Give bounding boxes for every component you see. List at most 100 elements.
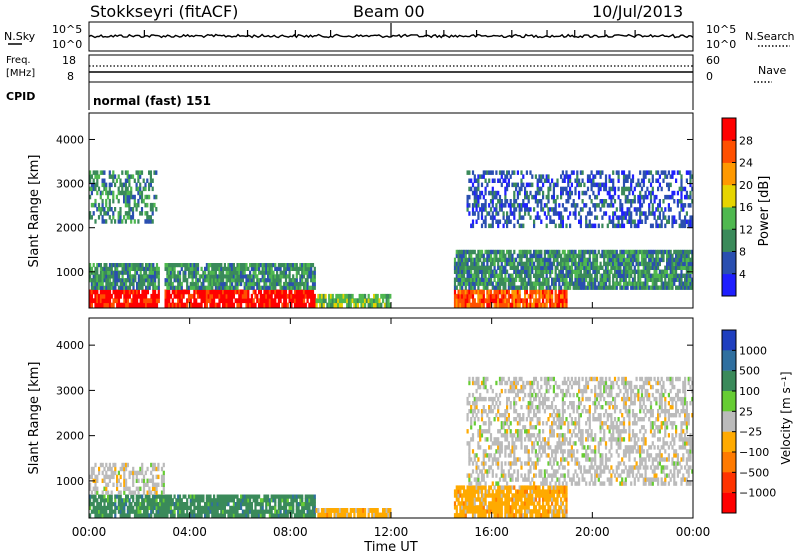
heatmap-cell	[482, 505, 485, 510]
heatmap-cell	[502, 249, 505, 255]
heatmap-cell	[220, 498, 223, 503]
heatmap-cell	[141, 498, 144, 503]
heatmap-cell	[502, 211, 505, 216]
heatmap-cell	[107, 513, 110, 518]
heatmap-cell	[333, 298, 336, 304]
heatmap-cell	[116, 289, 119, 295]
heatmap-cell	[229, 513, 232, 518]
heatmap-cell	[482, 289, 485, 295]
heatmap-cell	[642, 273, 645, 278]
heatmap-cell	[132, 285, 135, 290]
heatmap-cell	[497, 501, 500, 506]
heatmap-cell	[126, 289, 130, 295]
heatmap-cell	[622, 269, 626, 274]
heatmap-cell	[94, 274, 97, 279]
heatmap-cell	[626, 199, 629, 204]
heatmap-cell	[94, 281, 97, 287]
heatmap-cell	[565, 170, 568, 175]
heatmap-cell	[529, 257, 532, 263]
heatmap-cell	[250, 266, 253, 271]
heatmap-cell	[500, 273, 503, 278]
heatmap-cell	[569, 273, 572, 278]
heatmap-cell	[162, 502, 165, 507]
heatmap-cell	[310, 302, 313, 308]
heatmap-cell	[626, 257, 629, 263]
heatmap-cell	[675, 277, 678, 282]
heatmap-cell	[637, 277, 640, 282]
heatmap-cell	[240, 498, 243, 503]
heatmap-cell	[218, 498, 221, 503]
heatmap-cell	[137, 293, 140, 299]
heatmap-cell	[491, 273, 494, 278]
heatmap-cell	[606, 257, 609, 263]
heatmap-cell	[601, 182, 604, 188]
heatmap-cell	[245, 263, 248, 268]
heatmap-cell	[515, 199, 518, 204]
heatmap-cell	[595, 269, 599, 274]
heatmap-cell	[187, 270, 191, 275]
heatmap-cell	[232, 274, 235, 279]
heatmap-cell	[232, 263, 235, 268]
heatmap-cell	[184, 289, 187, 295]
heatmap-cell	[621, 190, 624, 196]
heatmap-cell	[482, 261, 485, 267]
heatmap-cell	[290, 263, 293, 268]
heatmap-cell	[306, 285, 309, 290]
heatmap-cell	[214, 505, 217, 510]
heatmap-cell	[299, 266, 302, 271]
heatmap-cell	[466, 273, 469, 278]
heatmap-cell	[211, 281, 214, 287]
heatmap-cell	[486, 285, 489, 290]
heatmap-cell	[574, 269, 577, 274]
heatmap-cell	[495, 253, 498, 259]
heatmap-cell	[486, 182, 489, 188]
heatmap-cell	[139, 281, 142, 287]
heatmap-cell	[621, 219, 624, 224]
heatmap-cell	[231, 266, 234, 271]
heatmap-cell	[655, 273, 658, 278]
heatmap-cell	[563, 298, 566, 304]
heatmap-cell	[515, 207, 518, 212]
heatmap-cell	[475, 253, 478, 259]
heatmap-cell	[497, 509, 500, 514]
heatmap-cell	[353, 512, 356, 518]
heatmap-cell	[534, 285, 537, 290]
heatmap-cell	[218, 263, 221, 268]
heatmap-cell	[90, 202, 93, 208]
heatmap-cell	[247, 274, 250, 279]
heatmap-cell	[195, 289, 198, 295]
heatmap-cell	[525, 497, 528, 502]
heatmap-cell	[279, 502, 282, 507]
heatmap-cell	[455, 302, 458, 308]
heatmap-cell	[468, 485, 471, 490]
heatmap-cell	[338, 302, 342, 308]
heatmap-cell	[193, 298, 196, 304]
heatmap-cell	[561, 289, 564, 295]
heatmap-cell	[610, 186, 613, 192]
heatmap-cell	[687, 249, 690, 255]
heatmap-cell	[507, 501, 510, 506]
heatmap-cell	[502, 501, 505, 506]
heatmap-cell	[98, 466, 101, 472]
heatmap-cell	[556, 513, 559, 518]
heatmap-cell	[471, 281, 475, 286]
heatmap-cell	[556, 273, 559, 278]
heatmap-cell	[588, 211, 591, 216]
heatmap-cell	[92, 202, 95, 208]
heatmap-cell	[311, 505, 315, 510]
heatmap-cell	[585, 215, 588, 220]
heatmap-cell	[461, 281, 464, 286]
heatmap-cell	[509, 505, 512, 510]
heatmap-cell	[574, 207, 577, 212]
heatmap-cell	[267, 293, 270, 299]
heatmap-cell	[135, 505, 138, 510]
heatmap-cell	[470, 186, 473, 192]
heatmap-cell	[98, 302, 101, 308]
heatmap-cell	[608, 178, 611, 183]
heatmap-cell	[648, 253, 651, 259]
heatmap-cell	[261, 285, 264, 290]
heatmap-cell	[518, 493, 521, 498]
heatmap-cell	[355, 508, 358, 513]
heatmap-cell	[311, 285, 315, 290]
heatmap-cell	[139, 182, 142, 188]
